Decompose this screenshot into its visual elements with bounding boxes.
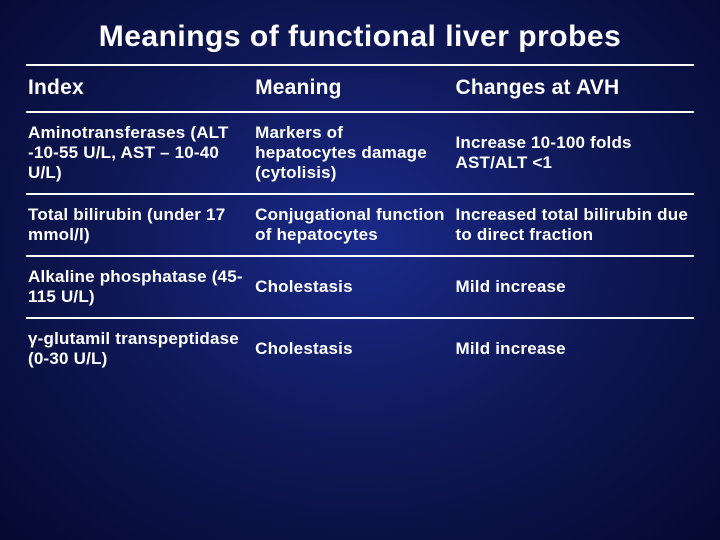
table-row: γ-glutamil transpeptidase (0-30 U/L) Cho…	[26, 318, 694, 379]
cell-changes: Mild increase	[454, 318, 695, 379]
cell-index: Total bilirubin (under 17 mmol/l)	[26, 194, 253, 256]
slide-title: Meanings of functional liver probes	[26, 20, 694, 54]
cell-index: Aminotransferases (ALT -10-55 U/L, AST –…	[26, 112, 253, 194]
cell-changes: Mild increase	[454, 256, 695, 318]
cell-changes: Increased total bilirubin due to direct …	[454, 194, 695, 256]
table-row: Total bilirubin (under 17 mmol/l) Conjug…	[26, 194, 694, 256]
cell-meaning: Cholestasis	[253, 318, 453, 379]
header-meaning: Meaning	[253, 65, 453, 112]
table-row: Aminotransferases (ALT -10-55 U/L, AST –…	[26, 112, 694, 194]
table-header-row: Index Meaning Changes at AVH	[26, 65, 694, 112]
cell-changes: Increase 10-100 folds AST/ALT <1	[454, 112, 695, 194]
cell-meaning: Cholestasis	[253, 256, 453, 318]
header-changes: Changes at AVH	[454, 65, 695, 112]
liver-probes-table: Index Meaning Changes at AVH Aminotransf…	[26, 64, 694, 379]
cell-meaning: Markers of hepatocytes damage (cytolisis…	[253, 112, 453, 194]
header-index: Index	[26, 65, 253, 112]
cell-index: Alkaline phosphatase (45-115 U/L)	[26, 256, 253, 318]
cell-index: γ-glutamil transpeptidase (0-30 U/L)	[26, 318, 253, 379]
table-row: Alkaline phosphatase (45-115 U/L) Choles…	[26, 256, 694, 318]
cell-meaning: Conjugational function of hepatocytes	[253, 194, 453, 256]
